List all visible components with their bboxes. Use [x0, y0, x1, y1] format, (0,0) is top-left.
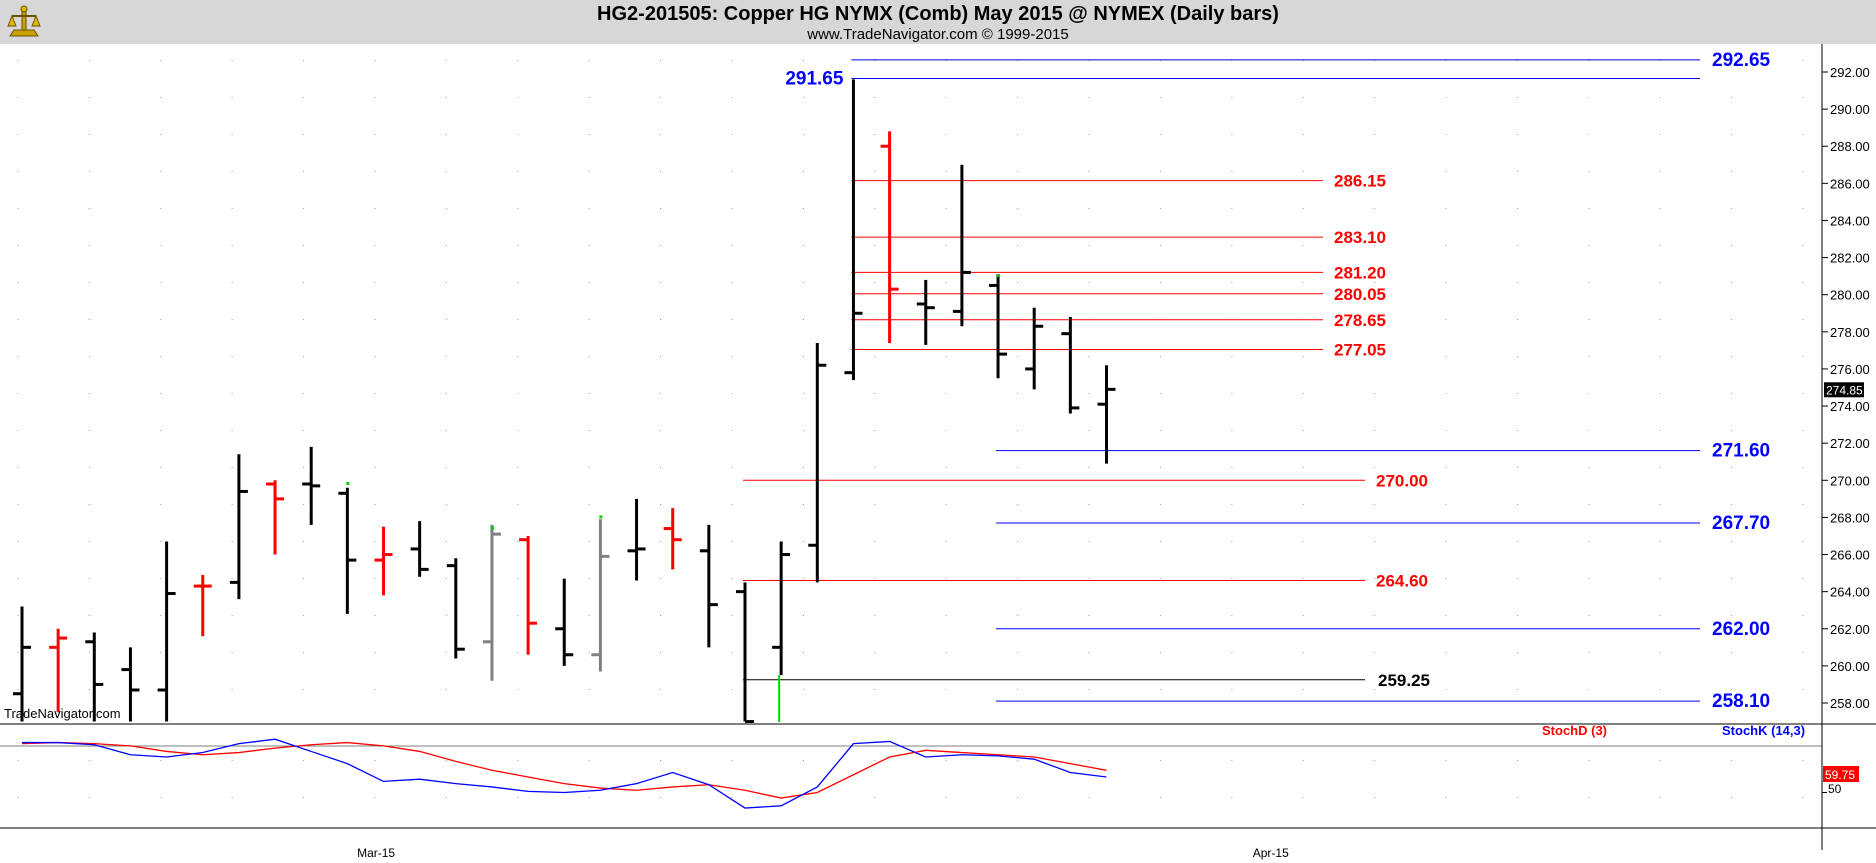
level-label: 280.05 — [1334, 285, 1386, 304]
y-axis-tick-label: 262.00 — [1830, 622, 1870, 637]
last-price-label: 274.85 — [1826, 383, 1863, 397]
ohlc-bar[interactable] — [519, 535, 538, 655]
x-axis-tick-label: Apr-15 — [1253, 846, 1289, 860]
level-lines — [743, 59, 1700, 702]
level-label: 286.15 — [1334, 172, 1386, 191]
legend-stochk: StochK (14,3) — [1722, 723, 1805, 738]
y-axis-tick-label: 280.00 — [1830, 288, 1870, 303]
ohlc-bar[interactable] — [338, 487, 357, 614]
legend-stochd: StochD (3) — [1542, 723, 1607, 738]
x-axis-tick-label: Mar-15 — [357, 846, 395, 860]
stoch-line[interactable] — [22, 738, 1107, 809]
ohlc-bar[interactable] — [121, 647, 140, 722]
signal-mark — [346, 482, 350, 486]
y-axis-tick-label: 272.00 — [1830, 436, 1870, 451]
level-label: 283.10 — [1334, 228, 1386, 247]
ohlc-bar[interactable] — [446, 558, 465, 659]
ohlc-bar[interactable] — [699, 524, 718, 648]
ohlc-bar[interactable] — [374, 526, 393, 596]
chart-title: HG2-201505: Copper HG NYMX (Comb) May 20… — [597, 3, 1279, 25]
level-label: 271.60 — [1712, 441, 1770, 462]
ohlc-bar[interactable] — [627, 498, 646, 581]
level-label: 259.25 — [1378, 671, 1430, 690]
ohlc-bars — [13, 79, 1116, 723]
level-label: 262.00 — [1712, 619, 1770, 640]
stoch-value-tag — [1823, 766, 1859, 782]
last-price-tag — [1824, 382, 1864, 398]
signal-mark — [599, 515, 603, 519]
ohlc-bar[interactable] — [1097, 365, 1116, 464]
ohlc-bar[interactable] — [1061, 316, 1080, 414]
y-axis-tick-label: 292.00 — [1830, 65, 1870, 80]
watermark-text: TradeNavigator.com — [4, 706, 121, 721]
y-axis-tick-label: 268.00 — [1830, 510, 1870, 525]
level-label: 264.60 — [1376, 572, 1428, 591]
y-axis-tick-label: 276.00 — [1830, 362, 1870, 377]
signal-mark — [490, 526, 494, 530]
ohlc-bar[interactable] — [229, 454, 248, 600]
y-axis-tick-label: 278.00 — [1830, 325, 1870, 340]
signal-mark — [997, 274, 1001, 278]
ohlc-bar[interactable] — [157, 541, 176, 722]
y-axis-tick-label: 258.00 — [1830, 696, 1870, 711]
ohlc-bar[interactable] — [302, 446, 321, 525]
ohlc-bar[interactable] — [663, 508, 682, 570]
level-label: 281.20 — [1334, 263, 1386, 282]
ohlc-bar[interactable] — [844, 79, 863, 381]
y-axis-tick-label: 284.00 — [1830, 213, 1870, 228]
ohlc-bar[interactable] — [49, 628, 68, 713]
y-axis-tick-label: 282.00 — [1830, 251, 1870, 266]
ohlc-bar[interactable] — [410, 521, 429, 577]
ohlc-bar[interactable] — [482, 524, 501, 681]
ohlc-bar[interactable] — [555, 578, 574, 666]
level-label: 270.00 — [1376, 471, 1428, 490]
level-label: 291.65 — [785, 68, 844, 89]
ohlc-bar[interactable] — [880, 131, 899, 343]
ohlc-bar[interactable] — [952, 164, 971, 327]
ohlc-bar[interactable] — [1025, 307, 1044, 390]
y-axis-tick-label: 286.00 — [1830, 176, 1870, 191]
trade-navigator-logo-icon — [7, 5, 41, 37]
ohlc-bar[interactable] — [916, 279, 935, 345]
level-label: 277.05 — [1334, 340, 1386, 359]
ohlc-bar[interactable] — [989, 274, 1008, 379]
chart-subtitle: www.TradeNavigator.com © 1999-2015 — [807, 26, 1069, 43]
y-axis-tick-label: 290.00 — [1830, 102, 1870, 117]
ohlc-bar[interactable] — [591, 519, 610, 672]
ohlc-bar[interactable] — [736, 582, 754, 723]
stoch-value-label: 59.75 — [1825, 768, 1855, 782]
ohlc-bar[interactable] — [85, 632, 104, 722]
level-label: 278.65 — [1334, 311, 1386, 330]
y-axis-tick-label: 274.00 — [1830, 399, 1870, 414]
y-axis-tick-label: 270.00 — [1830, 473, 1870, 488]
ohlc-bar[interactable] — [13, 606, 31, 722]
ohlc-bar[interactable] — [772, 541, 791, 676]
y-axis-tick-label: 260.00 — [1830, 659, 1870, 674]
level-label: 267.70 — [1712, 513, 1770, 534]
level-label: 258.10 — [1712, 691, 1770, 712]
chart-header: HG2-201505: Copper HG NYMX (Comb) May 20… — [0, 0, 1876, 44]
y-axis-tick-label: 288.00 — [1830, 139, 1870, 154]
ohlc-bar[interactable] — [193, 574, 212, 637]
y-axis-tick-label: 266.00 — [1830, 548, 1870, 563]
stoch-axis-label: 50 — [1828, 782, 1842, 796]
y-axis-tick-label: 264.00 — [1830, 585, 1870, 600]
stoch-line[interactable] — [21, 741, 1107, 799]
level-label: 292.65 — [1712, 50, 1771, 71]
ohlc-bar[interactable] — [808, 342, 827, 583]
ohlc-bar[interactable] — [266, 480, 285, 555]
grid-dots — [17, 60, 1804, 826]
